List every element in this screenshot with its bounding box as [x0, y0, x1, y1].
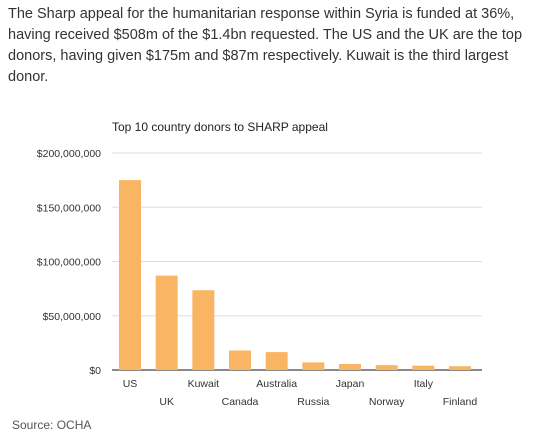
y-tick-label: $200,000,000 — [37, 148, 101, 160]
bar-uk — [155, 275, 178, 370]
x-tick-label: Norway — [369, 396, 405, 408]
bar-russia — [302, 362, 325, 370]
bar-us — [119, 180, 141, 370]
bars — [119, 180, 471, 370]
bar-australia — [265, 352, 288, 370]
chart-title: Top 10 country donors to SHARP appeal — [112, 120, 328, 134]
x-tick-label: Australia — [256, 378, 297, 390]
x-tick-label: UK — [159, 396, 174, 408]
x-tick-label: US — [123, 378, 138, 390]
bar-canada — [229, 350, 251, 370]
intro-paragraph: The Sharp appeal for the humanitarian re… — [8, 6, 523, 85]
source-note: Source: OCHA — [12, 418, 92, 432]
x-tick-label: Kuwait — [188, 378, 220, 390]
bar-italy — [412, 365, 435, 370]
x-tick-label: Canada — [222, 396, 259, 408]
bar-kuwait — [192, 290, 215, 370]
bar-finland — [449, 366, 471, 370]
x-tick-label: Russia — [297, 396, 329, 408]
y-tick-label: $150,000,000 — [37, 202, 101, 214]
y-tick-label: $50,000,000 — [43, 311, 102, 323]
y-tick-label: $100,000,000 — [37, 257, 101, 269]
x-tick-label: Finland — [443, 396, 478, 408]
x-tick-label: Japan — [336, 378, 365, 390]
y-axis-tick-labels: $0 $50,000,000 $100,000,000 $150,000,000 $20… — [37, 148, 101, 377]
bar-japan — [339, 364, 361, 370]
x-tick-label: Italy — [414, 378, 434, 390]
y-tick-label: $0 — [89, 365, 101, 377]
bar-norway — [375, 365, 398, 370]
